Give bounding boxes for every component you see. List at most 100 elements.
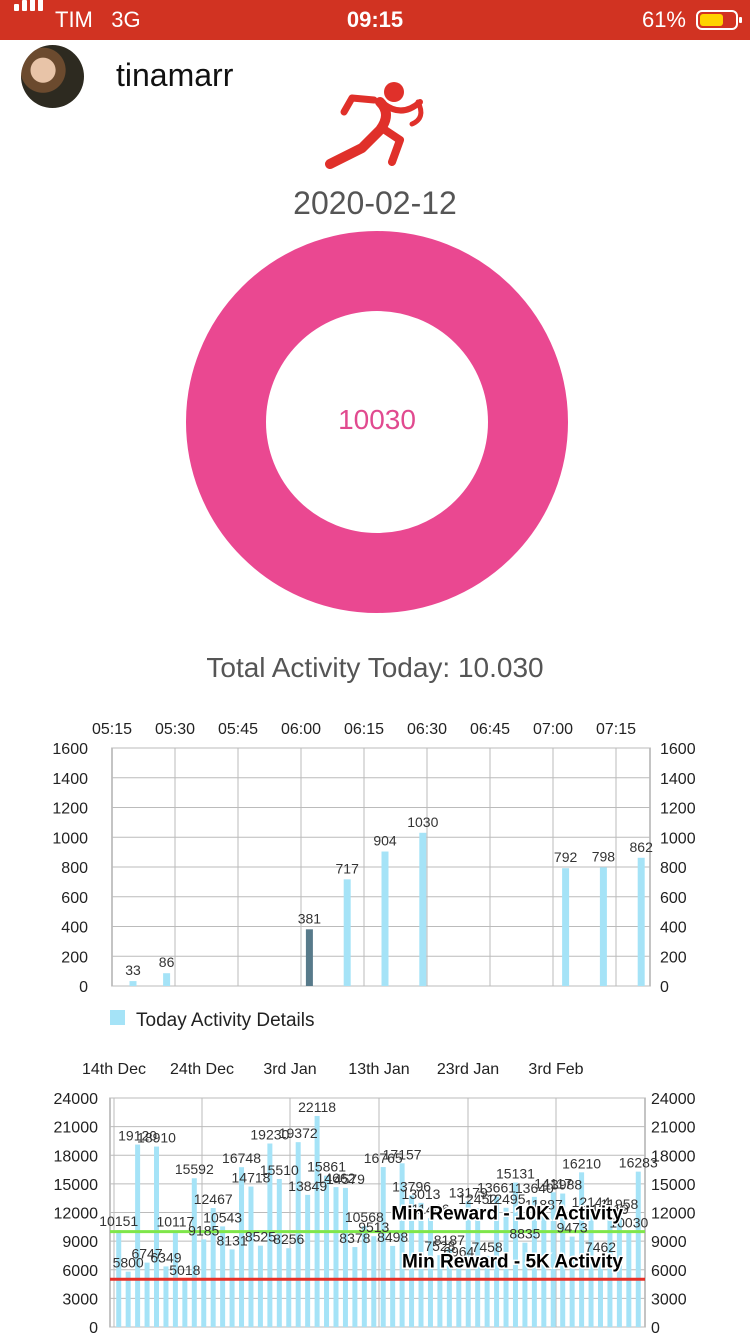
chart2-bar-label: 9185 xyxy=(188,1222,219,1238)
chart2-bar-label: 8525 xyxy=(245,1229,276,1245)
chart2-bar xyxy=(163,1266,169,1327)
chart2-ytick-right: 12000 xyxy=(651,1206,696,1223)
chart2-bar-label: 7458 xyxy=(472,1239,503,1255)
chart1-bar xyxy=(637,857,645,986)
chart2-bar-label: 5800 xyxy=(113,1255,144,1271)
chart1-ytick-left: 1200 xyxy=(52,801,88,818)
chart2-bars xyxy=(116,1115,641,1327)
activity-donut xyxy=(186,231,568,613)
chart2-ytick-left: 9000 xyxy=(62,1234,98,1251)
chart2-bar-label: 8187 xyxy=(434,1232,465,1248)
chart1-bar xyxy=(381,851,389,986)
chart2-bar xyxy=(182,1279,188,1327)
chart2-bar-label: 22118 xyxy=(298,1099,336,1115)
chart2-ytick-right: 15000 xyxy=(651,1177,696,1194)
carrier-text: TIM 3G xyxy=(55,7,141,33)
chart2-bar-label: 14718 xyxy=(232,1170,271,1186)
chart2-bar-label: 6964 xyxy=(443,1244,474,1260)
chart2-bar-label: 14662 xyxy=(317,1170,356,1186)
chart1-bar-label: 86 xyxy=(159,954,175,970)
chart2-bar-label: 16765 xyxy=(364,1150,403,1166)
chart1-ytick-right: 1600 xyxy=(660,741,696,758)
chart2-ytick-right: 18000 xyxy=(651,1148,696,1165)
chart2-bar-label: 11887 xyxy=(525,1197,563,1213)
chart2-bar-label: 10151 xyxy=(99,1213,138,1229)
chart2-bar xyxy=(475,1208,481,1327)
chart1-bar-label: 904 xyxy=(373,833,397,849)
chart1-ytick-left: 800 xyxy=(61,860,88,877)
chart2-xtick: 3rd Jan xyxy=(263,1061,316,1078)
donut-value: 10030 xyxy=(338,404,416,435)
clock: 09:15 xyxy=(346,7,404,32)
chart1-bar-label: 33 xyxy=(125,962,141,978)
chart1-bar-label: 792 xyxy=(554,849,578,865)
chart2-bar xyxy=(512,1182,518,1327)
chart2-bar-label: 12495 xyxy=(487,1191,526,1207)
chart2-ytick-left: 24000 xyxy=(54,1091,99,1108)
chart1-bar xyxy=(562,868,570,986)
chart1-bar-label: 381 xyxy=(298,910,322,926)
chart2-bar-label: 8498 xyxy=(377,1229,408,1245)
chart2-bar-label: 10030 xyxy=(609,1214,648,1230)
chart2-bar xyxy=(333,1187,339,1327)
chart1-xtick: 05:30 xyxy=(155,721,195,738)
chart1-ytick-right: 1400 xyxy=(660,771,696,788)
chart2-bar-label: 8835 xyxy=(509,1226,540,1242)
chart2-bar xyxy=(201,1239,207,1327)
chart2-bar-label: 7462 xyxy=(585,1239,616,1255)
chart2-bar-label: 18910 xyxy=(137,1130,176,1146)
network-type: 3G xyxy=(111,7,141,32)
chart2-bar xyxy=(616,1212,622,1327)
chart2-bar xyxy=(446,1248,452,1327)
chart2-reference-label: Min Reward - 5K Activity xyxy=(402,1251,623,1272)
chart2-bar-label: 15861 xyxy=(307,1159,346,1175)
legend-label: Today Activity Details xyxy=(136,1010,314,1031)
chart2-bar-label: 13640 xyxy=(515,1180,554,1196)
chart2-bar xyxy=(324,1175,330,1327)
chart2-bar-label: 10568 xyxy=(345,1209,384,1225)
chart2-bar xyxy=(409,1195,415,1327)
chart2-bar xyxy=(371,1236,377,1327)
chart1-ytick-right: 1200 xyxy=(660,801,696,818)
chart2-bar xyxy=(503,1207,509,1327)
chart1-bar xyxy=(305,929,313,986)
chart2-bar xyxy=(437,1255,443,1327)
chart2-bar xyxy=(427,1218,433,1327)
chart1-bar-label: 862 xyxy=(630,839,654,855)
chart2-bar xyxy=(352,1247,358,1327)
chart1-ytick-right: 200 xyxy=(660,949,687,966)
chart2-bar-label: 5018 xyxy=(169,1262,200,1278)
avatar[interactable] xyxy=(21,45,84,108)
chart1-labels: 0 0 200 200 400 400 600 600 800 800 1000 1000 1200 12… xyxy=(52,721,695,996)
chart1-ytick-right: 1000 xyxy=(660,830,696,847)
chart2-bar xyxy=(465,1201,471,1327)
chart2-ytick-left: 12000 xyxy=(54,1206,99,1223)
today-activity-chart: 0 0 200 200 400 400 600 600 800 800 1000 1000 1200 12… xyxy=(52,721,695,1031)
chart2-bar xyxy=(494,1196,500,1327)
chart2-bar xyxy=(154,1146,160,1327)
chart2-bar xyxy=(380,1167,386,1327)
chart1-ytick-right: 0 xyxy=(660,979,669,996)
chart1-ytick-left: 0 xyxy=(79,979,88,996)
chart2-bar-label: 19230 xyxy=(250,1127,289,1143)
chart2-bar-label: 12452 xyxy=(458,1191,497,1207)
chart1-ytick-left: 600 xyxy=(61,890,88,907)
total-activity-label: Total Activity Today: 10.030 xyxy=(206,652,544,683)
chart2-bar-label: 13661 xyxy=(477,1180,516,1196)
chart2-bar xyxy=(276,1179,282,1327)
chart2-bar xyxy=(342,1187,348,1327)
chart2-bar xyxy=(635,1171,641,1327)
chart2-bar xyxy=(390,1245,396,1327)
chart2-bar xyxy=(484,1255,490,1327)
chart1-bar-label: 1030 xyxy=(407,814,438,830)
chart2-bar xyxy=(220,1226,226,1327)
chart2-bar-label: 6349 xyxy=(150,1249,181,1265)
chart1-xtick: 06:00 xyxy=(281,721,321,738)
chart2-bar xyxy=(239,1167,245,1327)
chart2-bar-label: 13796 xyxy=(392,1178,431,1194)
chart2-ytick-right: 0 xyxy=(651,1320,660,1334)
chart2-bar xyxy=(248,1186,254,1327)
chart2-bar-label: 9473 xyxy=(557,1220,588,1236)
chart2-ytick-left: 18000 xyxy=(54,1148,99,1165)
summary-date: 2020-02-12 xyxy=(293,185,457,221)
